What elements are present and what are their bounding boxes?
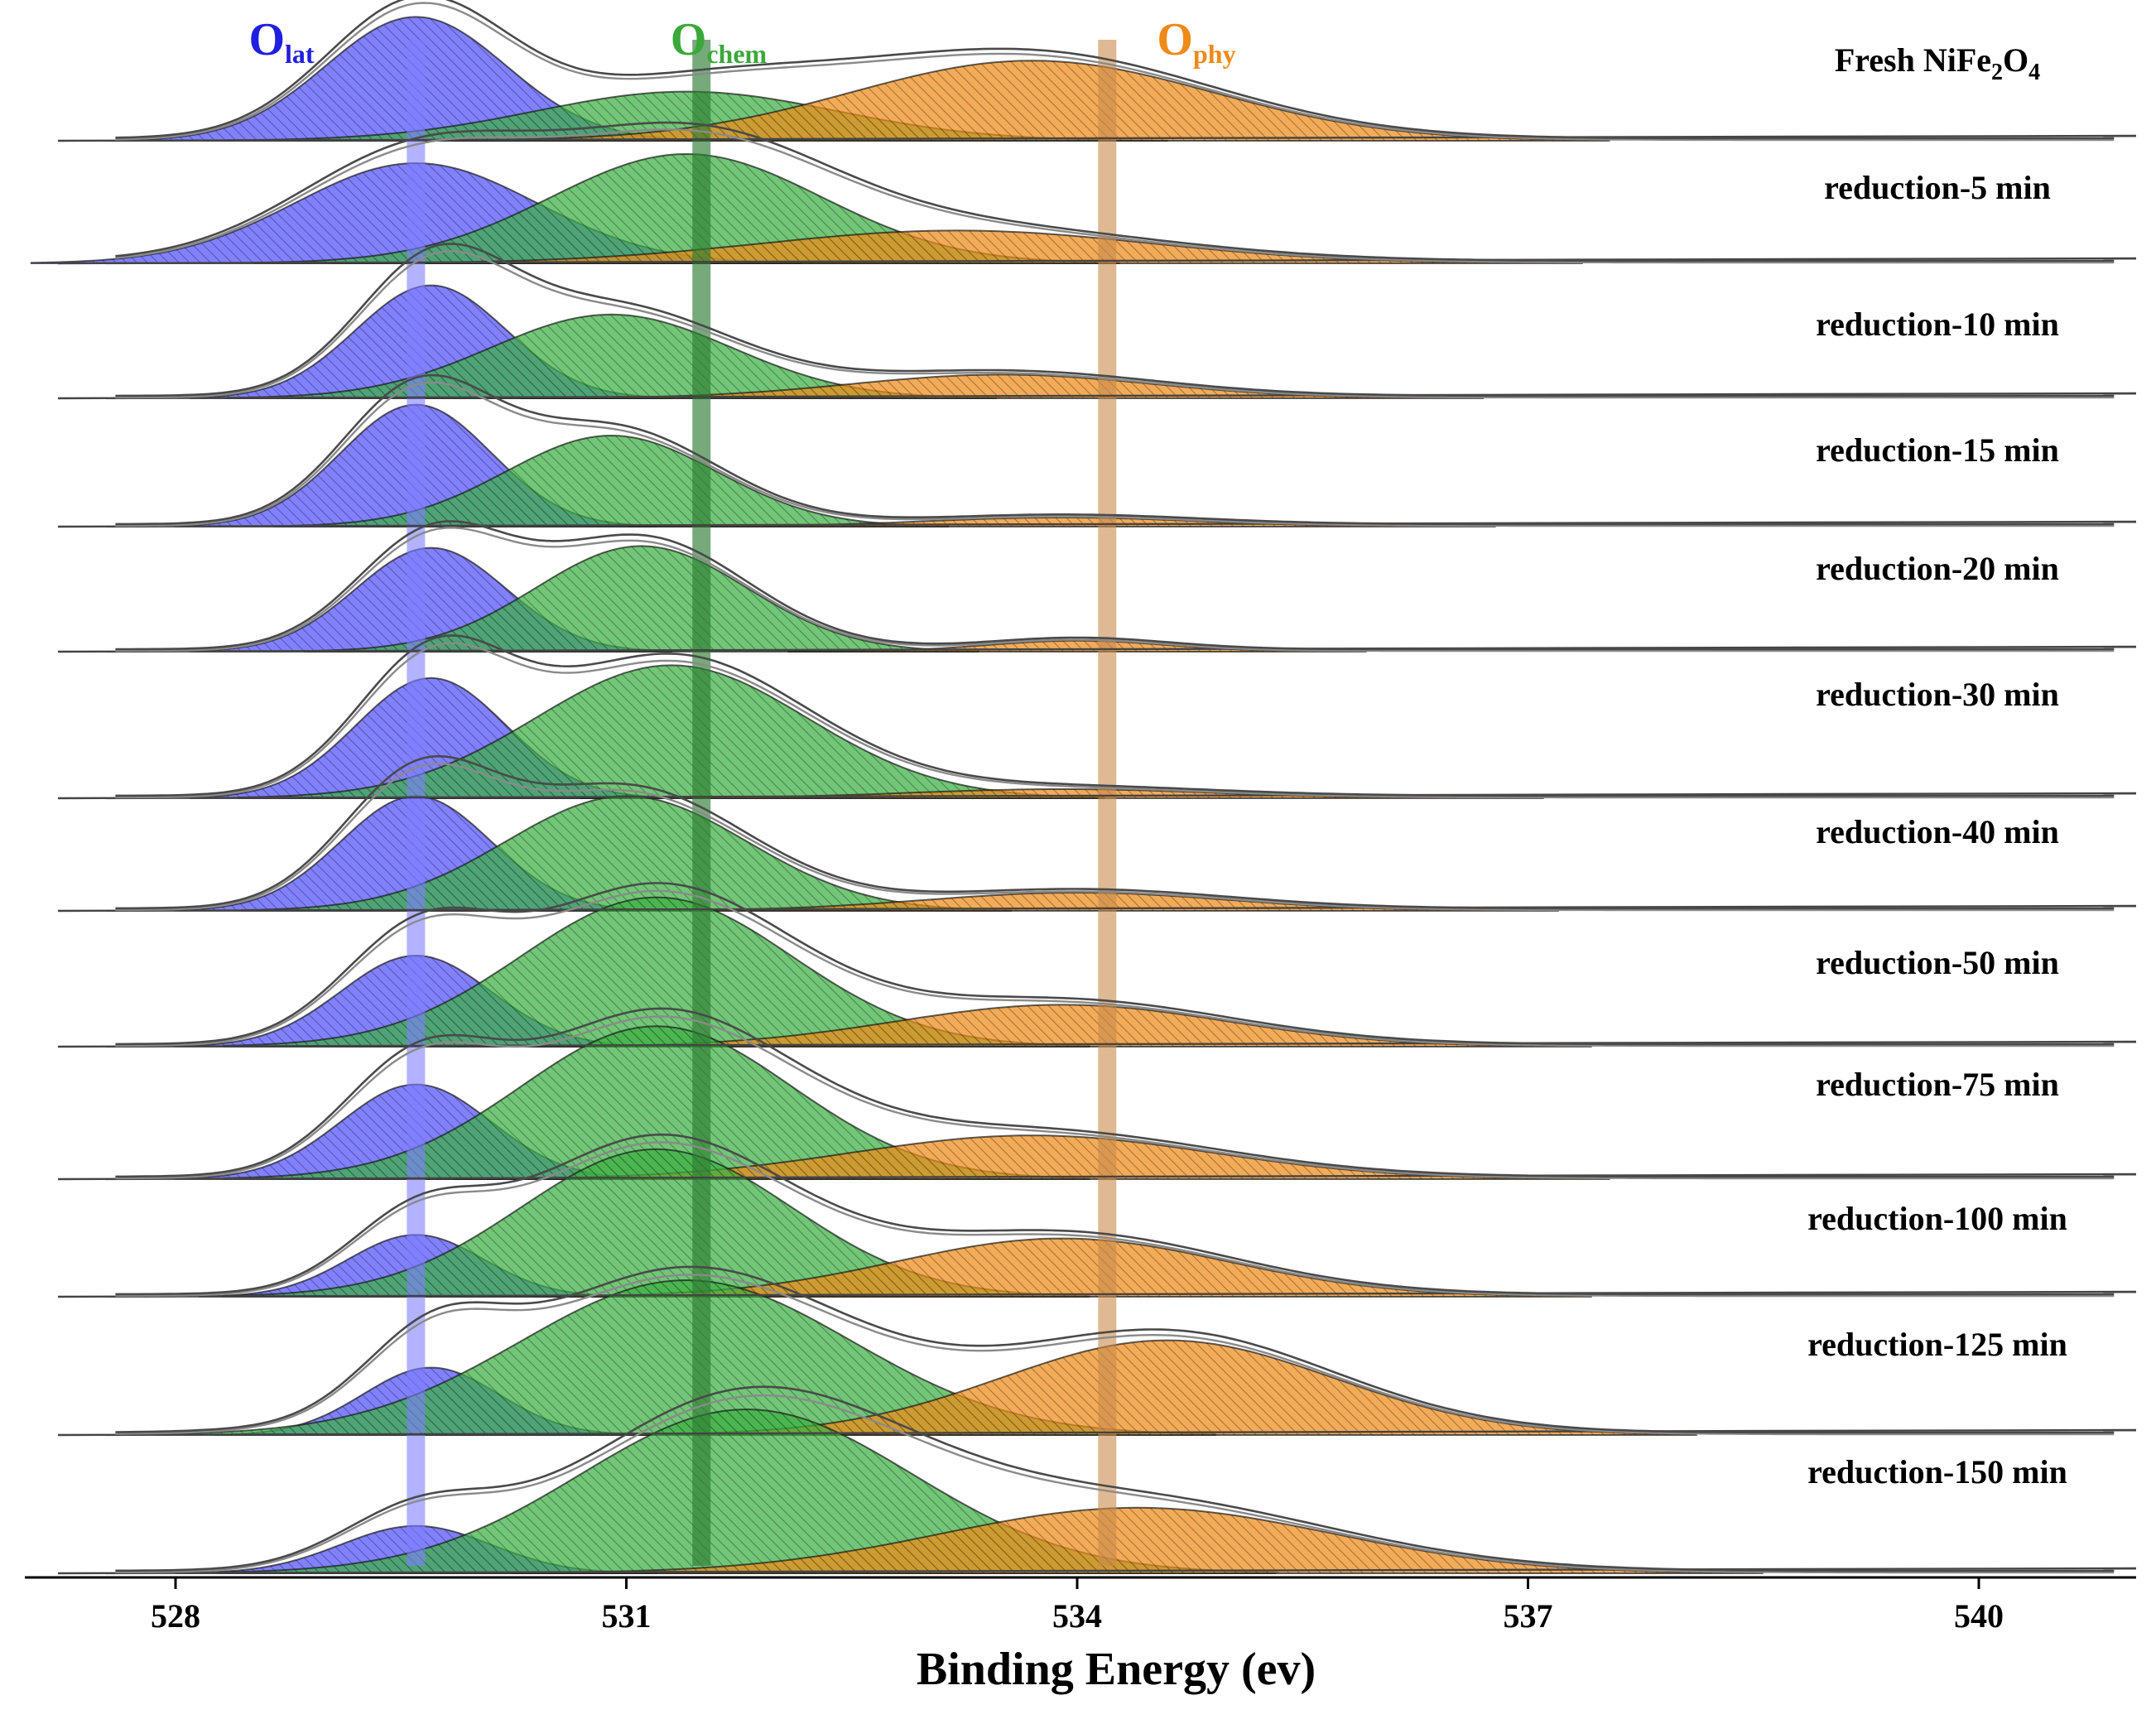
envelope-raw: [115, 250, 2115, 399]
envelope-fit: [115, 1385, 2115, 1572]
envelope-fit: [115, 121, 2115, 262]
sample-label: Fresh NiFe2O4: [1835, 41, 2040, 85]
baseline: [57, 904, 2137, 913]
envelope-raw: [115, 889, 2115, 1047]
envelope-raw: [115, 1394, 2115, 1574]
x-axis-title: Binding Energy (ev): [917, 1644, 1316, 1695]
spectrum-row: [190, 284, 1485, 399]
spectrum-row: [199, 1148, 1592, 1298]
reference-band-o-lat: [407, 40, 426, 1566]
baseline: [57, 645, 2137, 653]
sample-label: reduction-150 min: [1807, 1453, 2067, 1490]
sample-labels-layer: Fresh NiFe2O4 reduction-5 min reduction-10…: [1807, 41, 2067, 1490]
envelope-fit: [115, 1133, 2115, 1296]
x-tick-label: 528: [151, 1597, 200, 1635]
envelope-raw: [115, 1015, 2115, 1180]
peak-fill-layer: [30, 16, 1764, 1574]
reference-label: Ophy: [1157, 14, 1235, 69]
baseline: [57, 1040, 2137, 1048]
spectrum-row: [175, 1408, 1764, 1574]
baseline: [57, 1173, 2137, 1181]
sample-label: reduction-100 min: [1807, 1200, 2067, 1237]
envelope-fit: [115, 373, 2115, 526]
envelope-raw: [115, 1141, 2115, 1298]
envelope-raw: [115, 762, 2115, 912]
envelope-fit: [115, 1007, 2115, 1178]
sample-label: reduction-5 min: [1824, 169, 2051, 206]
spectrum-row: [175, 403, 1496, 527]
spectrum-row: [126, 16, 1610, 142]
x-tick-label: 540: [1954, 1597, 2004, 1635]
x-axis: 528 531 534 537 540: [25, 1576, 2136, 1635]
x-tick-label: 531: [602, 1597, 652, 1635]
spectrum-row: [30, 152, 1583, 264]
spectrum-row: [175, 795, 1559, 912]
sample-label: reduction-20 min: [1816, 550, 2059, 587]
baseline: [57, 392, 2137, 400]
envelope-fit: [115, 754, 2115, 910]
envelope-raw: [115, 381, 2115, 527]
reference-band-o-chem: [692, 40, 711, 1566]
envelope-raw: [115, 1274, 2115, 1436]
reference-labels-layer: Olat Ochem Ophy: [248, 14, 1235, 69]
spectrum-row: [175, 896, 1592, 1047]
sample-label: reduction-40 min: [1816, 813, 2059, 850]
spectrum-row: [175, 1025, 1610, 1180]
sample-label: reduction-10 min: [1816, 306, 2059, 343]
envelope-fit: [115, 0, 2115, 140]
envelope-raw: [115, 128, 2115, 264]
baseline: [57, 1290, 2137, 1298]
envelope-raw: [115, 642, 2115, 799]
baseline: [57, 792, 2137, 800]
sample-label: reduction-15 min: [1816, 431, 2059, 469]
baseline: [57, 1567, 2137, 1575]
envelope-fit: [115, 634, 2115, 797]
envelope-fit: [115, 882, 2115, 1046]
envelope-raw: [115, 2, 2115, 142]
reference-lines-layer: [407, 40, 1117, 1566]
envelope-fit: [115, 520, 2115, 651]
sample-label: reduction-50 min: [1816, 944, 2059, 981]
envelope-fit: [115, 1265, 2115, 1434]
envelope-raw: [115, 527, 2115, 653]
spectrum-row: [190, 664, 1544, 799]
sample-label: reduction-125 min: [1807, 1326, 2067, 1363]
baseline: [57, 520, 2137, 528]
envelope-fit: [115, 243, 2115, 397]
baseline: [57, 134, 2137, 142]
x-tick-label: 537: [1504, 1597, 1553, 1635]
sample-label: reduction-30 min: [1816, 676, 2059, 713]
spectrum-row: [190, 545, 1367, 653]
peak-hatch: [273, 434, 949, 527]
baseline: [57, 1428, 2137, 1437]
reference-band-o-phy: [1098, 40, 1117, 1566]
reference-label: Ochem: [671, 14, 768, 69]
x-tick-label: 534: [1052, 1597, 1102, 1635]
reference-label: Olat: [248, 14, 314, 69]
sample-label: reduction-75 min: [1816, 1066, 2059, 1103]
envelope-layer: [57, 0, 2137, 1575]
